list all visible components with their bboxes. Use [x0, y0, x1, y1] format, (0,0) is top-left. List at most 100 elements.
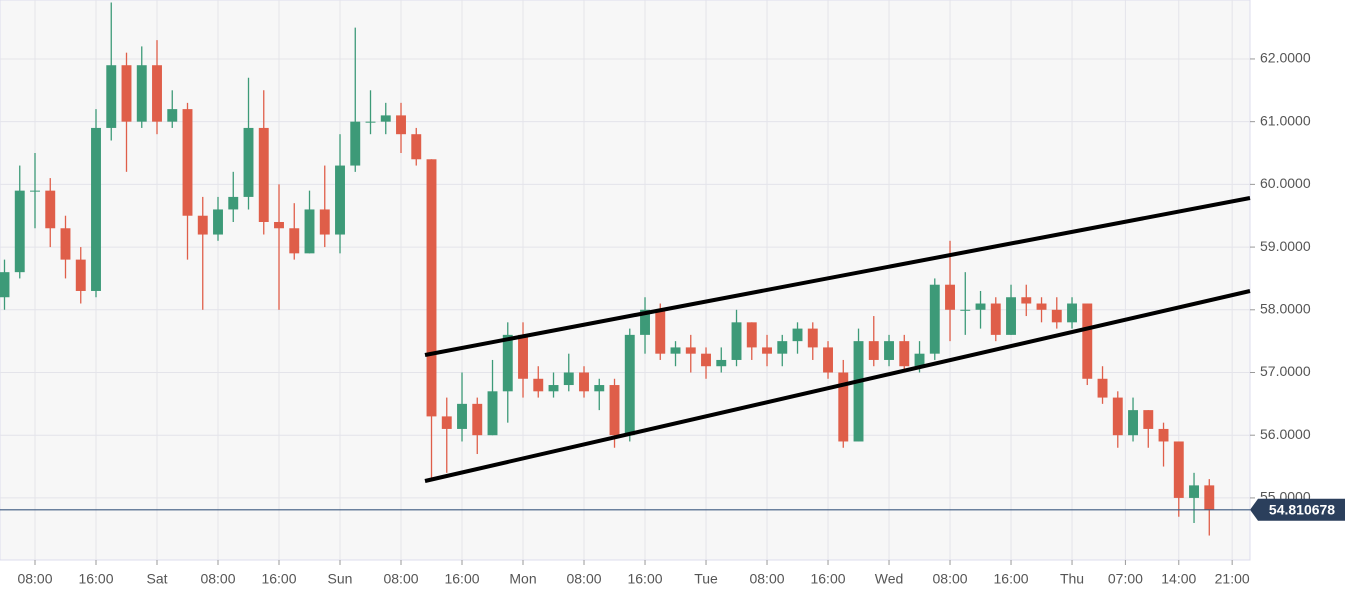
- candle-body: [746, 322, 757, 348]
- candle-body: [975, 303, 986, 310]
- candle-body: [457, 403, 467, 429]
- candle-body: [1097, 378, 1108, 398]
- x-tick-label: Thu: [1060, 571, 1084, 587]
- candle-body: [472, 403, 483, 436]
- candle-body: [823, 347, 833, 373]
- candle-body: [319, 209, 330, 235]
- candle-body: [487, 391, 498, 436]
- candle-body: [838, 372, 849, 442]
- x-tick-label: 16:00: [994, 571, 1029, 587]
- x-tick-label: 16:00: [810, 571, 845, 587]
- candle-body: [1082, 303, 1093, 379]
- candle-body: [640, 309, 650, 335]
- candle-body: [1021, 297, 1032, 304]
- candle-body: [411, 134, 422, 160]
- candle-body: [990, 303, 1001, 335]
- y-tick-label: 57.0000: [1260, 363, 1311, 379]
- candle-body: [685, 347, 696, 354]
- candle-body: [441, 416, 452, 429]
- candle-body: [14, 190, 25, 273]
- x-tick-label: 08:00: [566, 571, 601, 587]
- labels: 55.000056.000057.000058.000059.000060.00…: [0, 50, 1345, 587]
- candle-body: [274, 221, 284, 229]
- candle-body: [197, 215, 208, 235]
- candle-body: [91, 127, 101, 291]
- candle-body: [868, 341, 879, 360]
- x-tick-label: 16:00: [261, 571, 296, 587]
- x-tick-label: Sun: [328, 571, 353, 587]
- x-tick-label: 08:00: [749, 571, 784, 587]
- last-price-label: 54.810678: [1269, 501, 1335, 517]
- y-tick-label: 58.0000: [1260, 300, 1311, 316]
- candle-body: [1143, 410, 1154, 429]
- y-tick-label: 61.0000: [1260, 112, 1311, 128]
- x-tick-label: Wed: [875, 571, 904, 587]
- candle-body: [518, 334, 528, 379]
- plot-area: [0, 0, 1251, 561]
- candle-body: [899, 341, 910, 367]
- x-tick-label: 16:00: [78, 571, 113, 587]
- candle-body: [1067, 303, 1077, 323]
- y-tick-label: 56.0000: [1260, 426, 1311, 442]
- candle-body: [258, 127, 269, 222]
- candle-body: [0, 272, 10, 298]
- candle-body: [914, 353, 925, 367]
- candle-body: [533, 378, 544, 392]
- x-tick-label: 08:00: [933, 571, 968, 587]
- candle-body: [792, 328, 803, 342]
- x-tick-label: Tue: [694, 571, 718, 587]
- last-price-box: [1250, 498, 1345, 521]
- candle-body: [762, 347, 772, 354]
- y-tick-label: 62.0000: [1260, 50, 1311, 66]
- candle-body: [426, 159, 437, 417]
- x-tick-label: 16:00: [627, 571, 662, 587]
- candle-body: [365, 121, 376, 123]
- x-tick-label: 14:00: [1161, 571, 1196, 587]
- candle-body: [167, 109, 178, 122]
- candle-body: [289, 228, 300, 254]
- candle-body: [152, 65, 162, 122]
- x-tick-label: Mon: [509, 571, 536, 587]
- x-tick-label: 08:00: [383, 571, 418, 587]
- candle-body: [960, 309, 971, 311]
- candle-body: [731, 322, 742, 360]
- candle-body: [929, 284, 940, 354]
- candle-body: [136, 65, 147, 122]
- channel-lower-line: [424, 289, 1251, 483]
- candle-body: [624, 334, 635, 436]
- x-tick-label: 21:00: [1215, 571, 1250, 587]
- candle-body: [884, 341, 894, 360]
- y-tick-label: 60.0000: [1260, 175, 1311, 191]
- candle-body: [1051, 309, 1062, 323]
- candle-body: [609, 385, 620, 436]
- candle-body: [45, 190, 56, 229]
- candle-body: [75, 259, 86, 291]
- candle-body: [945, 284, 955, 310]
- candle-body: [30, 190, 40, 192]
- channel-upper-line: [424, 196, 1251, 357]
- candle-body: [853, 341, 864, 442]
- candle-body: [1204, 485, 1215, 510]
- candle-body: [243, 127, 254, 197]
- x-tick-label: 08:00: [200, 571, 235, 587]
- candle-body: [716, 359, 727, 367]
- candle-body: [1036, 303, 1047, 310]
- candle-body: [1128, 410, 1138, 436]
- candle-body: [335, 165, 345, 235]
- x-tick-label: 08:00: [17, 571, 52, 587]
- candle-body: [228, 196, 239, 210]
- candle-body: [807, 328, 818, 348]
- candle-body: [121, 65, 132, 122]
- candle-body: [670, 347, 681, 354]
- x-tick-label: Sat: [146, 571, 167, 587]
- candle-body: [777, 341, 788, 354]
- candle-body: [701, 353, 711, 367]
- candle-body: [579, 372, 589, 392]
- candle-body: [1006, 297, 1016, 335]
- candle-body: [396, 115, 406, 135]
- x-tick-label: 07:00: [1108, 571, 1143, 587]
- candle-body: [304, 209, 315, 254]
- candle-body: [502, 334, 513, 392]
- candle-body: [1112, 397, 1123, 436]
- candle-body: [106, 65, 117, 128]
